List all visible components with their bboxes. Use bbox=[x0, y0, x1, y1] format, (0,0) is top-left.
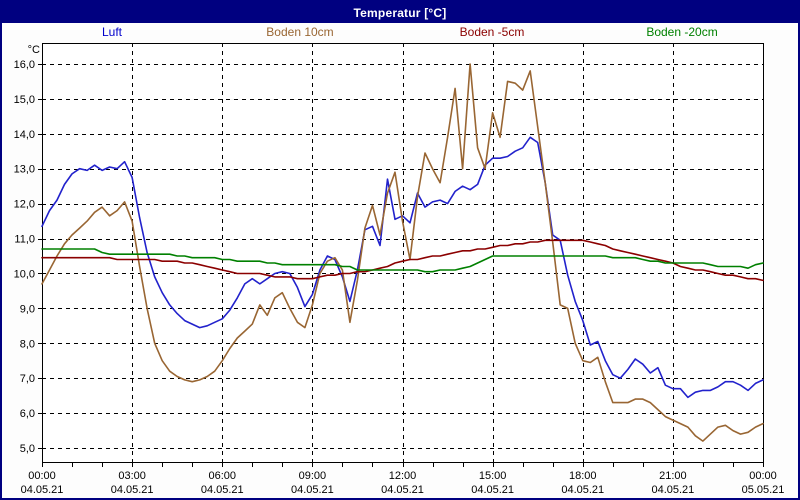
y-tick-label: 13,0 bbox=[14, 164, 35, 176]
legend-item-luft: Luft bbox=[101, 25, 123, 39]
y-tick-label: 15,0 bbox=[14, 94, 35, 106]
series-line-boden--5cm bbox=[41, 239, 764, 282]
x-tick-time-label: 06:00 bbox=[208, 470, 236, 482]
series-line-boden--20cm bbox=[41, 248, 764, 273]
y-tick-label: 6,0 bbox=[20, 408, 35, 420]
y-tick-label: 16,0 bbox=[14, 59, 35, 71]
x-tick-time-label: 21:00 bbox=[659, 470, 687, 482]
x-tick-date-label: 04.05.21 bbox=[111, 484, 154, 496]
title-bar: Temperatur [°C] bbox=[2, 2, 798, 23]
legend-item-boden-10cm: Boden 10cm bbox=[266, 25, 334, 39]
x-tick-time-label: 12:00 bbox=[389, 470, 417, 482]
x-tick-date-label: 04.05.21 bbox=[291, 484, 334, 496]
y-tick-label: 7,0 bbox=[20, 373, 35, 385]
x-tick-date-label: 04.05.21 bbox=[471, 484, 514, 496]
legend-item-boden-20cm: Boden -20cm bbox=[646, 25, 718, 39]
plot-background bbox=[42, 43, 763, 462]
legend-item-boden-5cm: Boden -5cm bbox=[459, 25, 525, 39]
y-tick-label: 14,0 bbox=[14, 129, 35, 141]
y-tick-label: 12,0 bbox=[14, 199, 35, 211]
y-tick-label: 5,0 bbox=[20, 443, 35, 455]
x-tick-date-label: 05.05.21 bbox=[742, 484, 785, 496]
y-tick-label: 10,0 bbox=[14, 268, 35, 280]
x-tick-time-label: 18:00 bbox=[569, 470, 597, 482]
series-line-luft bbox=[41, 136, 764, 399]
x-tick-date-label: 04.05.21 bbox=[561, 484, 604, 496]
x-tick-date-label: 04.05.21 bbox=[201, 484, 244, 496]
x-tick-time-label: 09:00 bbox=[299, 470, 327, 482]
y-tick-label: 11,0 bbox=[14, 234, 35, 246]
y-tick-label: 8,0 bbox=[20, 338, 35, 350]
x-tick-date-label: 04.05.21 bbox=[21, 484, 64, 496]
x-tick-time-label: 00:00 bbox=[28, 470, 56, 482]
series-line-boden-10cm bbox=[41, 63, 764, 442]
y-tick-label: 9,0 bbox=[20, 303, 35, 315]
x-tick-time-label: 03:00 bbox=[118, 470, 146, 482]
chart-title: Temperatur [°C] bbox=[353, 5, 447, 20]
legend: Luft Boden 10cm Boden -5cm Boden -20cm bbox=[2, 23, 798, 41]
y-axis-unit-label: °C bbox=[28, 44, 40, 56]
x-tick-time-label: 15:00 bbox=[479, 470, 507, 482]
x-tick-date-label: 04.05.21 bbox=[381, 484, 424, 496]
x-tick-date-label: 04.05.21 bbox=[651, 484, 694, 496]
x-tick-time-label: 00:00 bbox=[749, 470, 777, 482]
